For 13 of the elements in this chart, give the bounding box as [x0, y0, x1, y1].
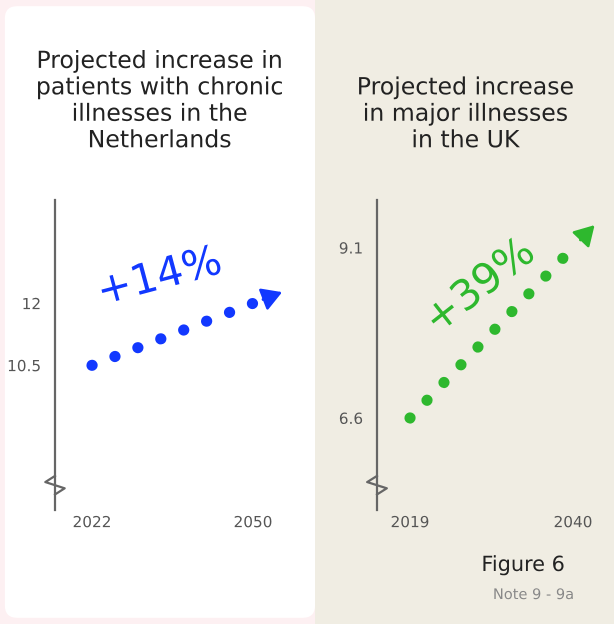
x-tick-label: 2040 [554, 516, 592, 528]
y-tick-label: 6.6 [340, 412, 362, 424]
chart-title: Projected increase in patients with chronic illnesses in the Netherlands [38, 50, 282, 148]
x-tick-label: 2022 [74, 516, 110, 528]
caption: Figure 6 [483, 555, 564, 576]
y-tick-label: 10.5 [8, 360, 40, 372]
text: Note 9 - 9a [494, 588, 573, 600]
x-tick-label: 2050 [234, 516, 272, 528]
y-tick-label: 12 [23, 298, 40, 310]
annotation: +14% [97, 242, 222, 305]
chart-title: Projected increase in major illnesses in the UK [359, 76, 573, 148]
y-tick-label: 9.1 [340, 242, 362, 254]
x-tick-label: 2019 [392, 516, 428, 528]
